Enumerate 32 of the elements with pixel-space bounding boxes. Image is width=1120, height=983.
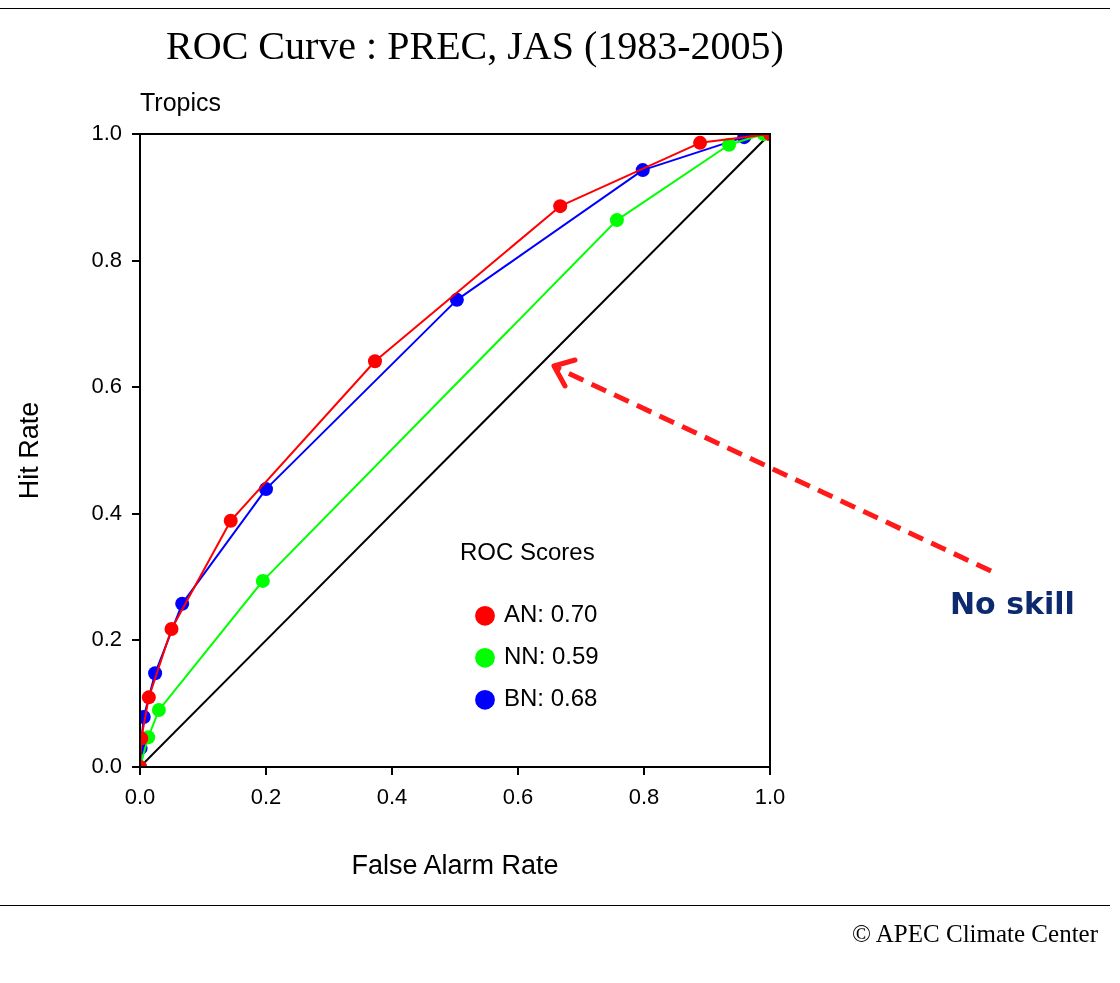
x-tick-label: 0.6 — [502, 784, 534, 810]
y-axis-title: Hit Rate — [13, 401, 44, 500]
x-axis-title: False Alarm Rate — [351, 850, 559, 881]
x-tick-label: 1.0 — [754, 784, 786, 810]
x-tick-label: 0.4 — [376, 784, 408, 810]
y-tick-label: 0.0 — [91, 753, 122, 779]
x-tick-label: 0.8 — [628, 784, 660, 810]
y-tick-label: 0.4 — [91, 499, 122, 525]
x-tick-label: 0.0 — [124, 784, 156, 810]
point — [553, 199, 568, 214]
point — [151, 703, 166, 718]
chart-subtitle: Tropics — [140, 88, 222, 117]
y-tick-label: 0.8 — [91, 246, 122, 272]
y-tick-label: 1.0 — [91, 120, 122, 146]
y-tick-label: 0.2 — [91, 626, 122, 652]
point — [609, 213, 624, 228]
point — [693, 135, 708, 150]
point — [449, 292, 464, 307]
y-tick-label: 0.6 — [91, 373, 122, 399]
legend-label: BN: 0.68 — [504, 684, 598, 712]
text: No skill — [950, 586, 1075, 621]
point — [164, 622, 179, 637]
point — [255, 573, 270, 588]
point — [367, 354, 382, 369]
legend-title: ROC Scores — [460, 537, 595, 565]
text: © APEC Climate Center — [851, 920, 1098, 948]
x-tick-label: 0.2 — [250, 784, 282, 810]
point — [141, 690, 156, 705]
point — [223, 513, 238, 528]
legend-label: NN: 0.59 — [504, 642, 599, 670]
legend-label: AN: 0.70 — [504, 600, 598, 628]
chart-title: ROC Curve : PREC, JAS (1983-2005) — [165, 22, 785, 69]
